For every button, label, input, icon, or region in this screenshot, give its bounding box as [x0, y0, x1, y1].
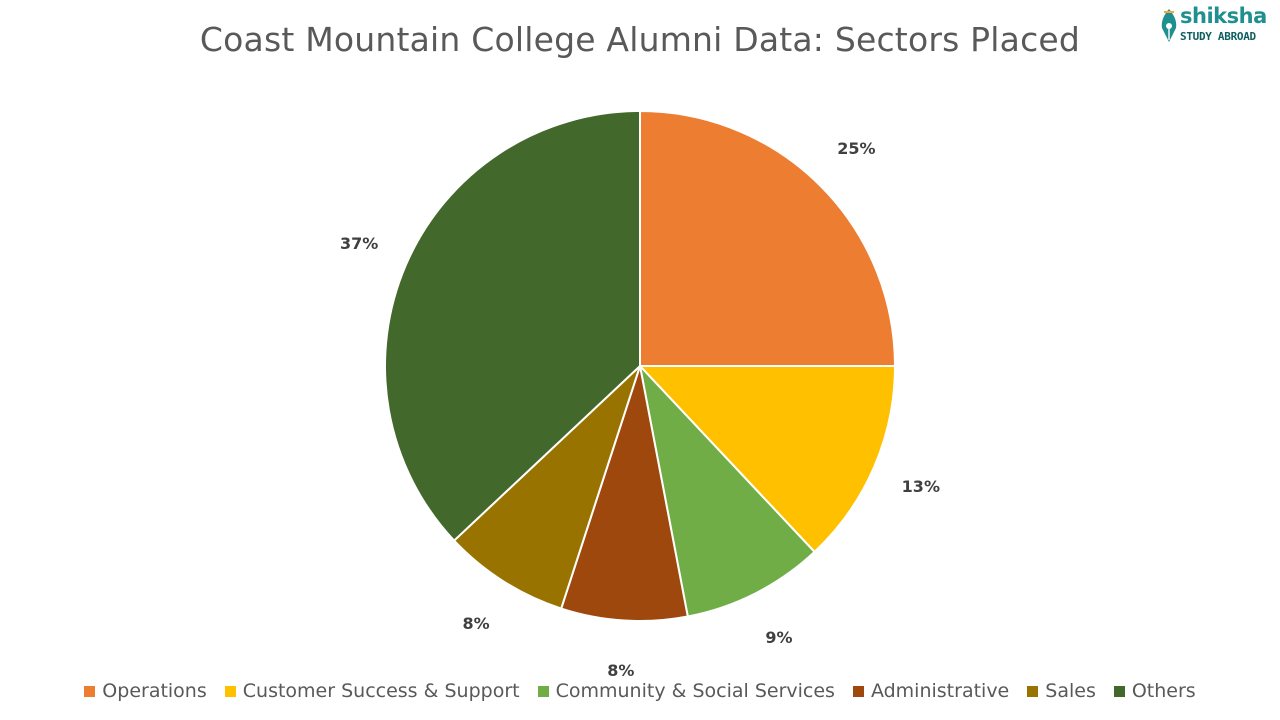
legend-swatch — [224, 685, 236, 697]
chart-title: Coast Mountain College Alumni Data: Sect… — [199, 20, 1081, 59]
chart-legend: Operations Customer Success & Support Comm… — [0, 680, 1280, 702]
legend-swatch — [1027, 685, 1039, 697]
pie-slice-sales — [452, 365, 641, 610]
legend-label: Administrative — [870, 680, 1010, 702]
data-label: 37% — [340, 234, 378, 253]
pie-slice-community-social-services — [638, 362, 816, 618]
legend-item: Administrative — [852, 680, 1010, 702]
legend-label: Sales — [1045, 680, 1096, 702]
legend-label: Others — [1131, 680, 1196, 702]
legend-item: Others — [1113, 680, 1196, 702]
legend-item: Community & Social Services — [537, 680, 835, 702]
data-label: 8% — [607, 661, 634, 680]
pie-data-labels: 25% 13% 9% 8% 8% 37% — [340, 139, 940, 680]
pen-nib-icon — [1161, 9, 1177, 42]
pie-slice-operations — [639, 109, 897, 367]
pie-slice-others — [384, 109, 641, 542]
legend-swatch — [1113, 685, 1125, 697]
legend-swatch — [537, 685, 549, 697]
brand-tagline: STUDY ABROAD — [1180, 30, 1256, 43]
data-label: 25% — [837, 139, 875, 158]
legend-swatch — [84, 685, 96, 697]
pie-slice-administrative — [559, 365, 689, 622]
pie-slice-customer-success-support — [637, 365, 897, 554]
legend-label: Operations — [102, 680, 207, 702]
legend-item: Customer Success & Support — [224, 680, 520, 702]
legend-label: Community & Social Services — [555, 680, 835, 702]
legend-label: Customer Success & Support — [242, 680, 520, 702]
brand-logo: shiksha STUDY ABROAD — [1156, 4, 1274, 46]
data-label: 9% — [765, 628, 792, 647]
legend-swatch — [852, 685, 864, 697]
brand-name: shiksha — [1180, 4, 1267, 28]
pie-slices — [384, 109, 897, 622]
legend-item: Sales — [1027, 680, 1096, 702]
data-label: 13% — [902, 477, 940, 496]
legend-item: Operations — [84, 680, 207, 702]
data-label: 8% — [462, 614, 489, 633]
